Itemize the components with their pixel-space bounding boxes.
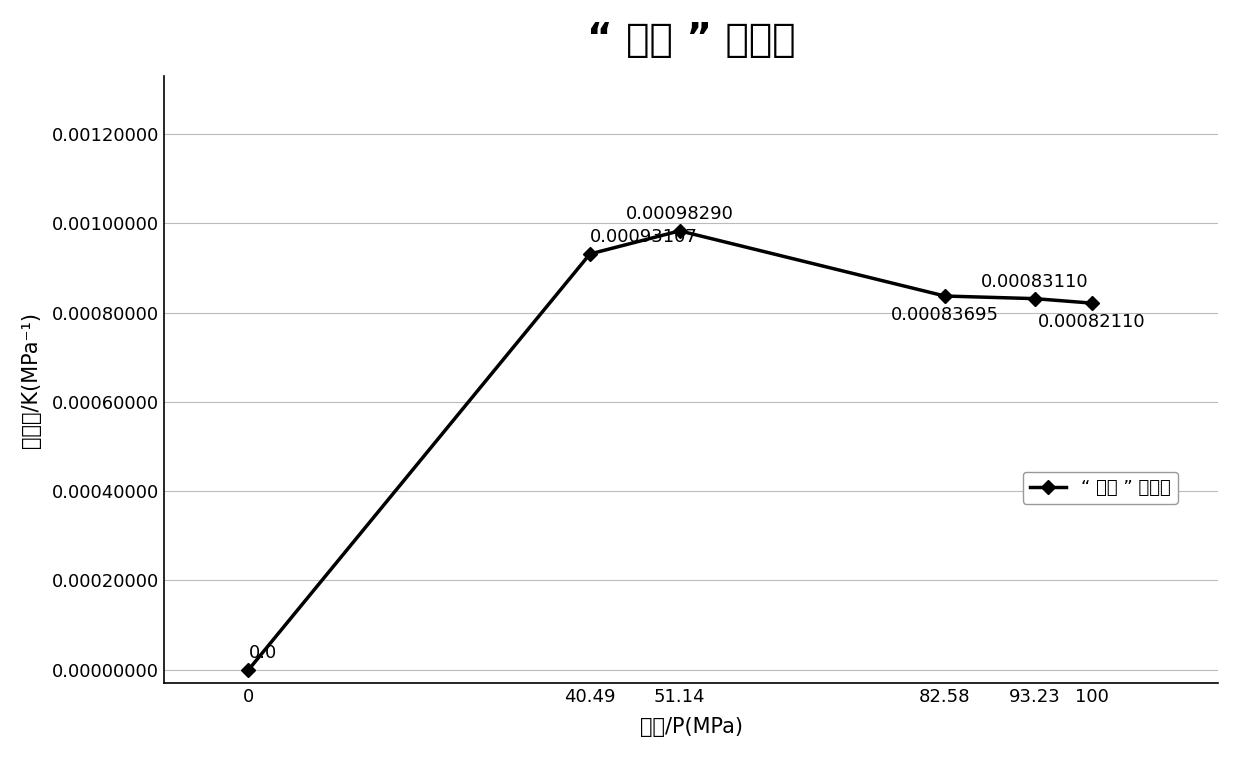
“ 甲醇 ” 压缩率 bbox=[582, 249, 597, 258]
“ 甲醇 ” 压缩率 bbox=[242, 666, 256, 675]
“ 甲醇 ” 压缩率 bbox=[1084, 299, 1099, 308]
Y-axis label: 压缩率/K(MPa⁻¹): 压缩率/K(MPa⁻¹) bbox=[21, 312, 41, 447]
“ 甲醇 ” 压缩率 bbox=[938, 292, 953, 301]
Text: 0.00093107: 0.00093107 bbox=[590, 228, 698, 246]
Text: 0.0: 0.0 bbox=[249, 644, 276, 662]
X-axis label: 压力/P(MPa): 压力/P(MPa) bbox=[639, 717, 742, 738]
Text: 0.00083695: 0.00083695 bbox=[891, 305, 999, 324]
Title: “ 甲醇 ” 压缩率: “ 甲醇 ” 压缩率 bbox=[587, 20, 795, 59]
Legend: “ 甲醇 ” 压缩率: “ 甲醇 ” 压缩率 bbox=[1022, 471, 1177, 504]
“ 甲醇 ” 压缩率 bbox=[1027, 294, 1042, 303]
Line: “ 甲醇 ” 压缩率: “ 甲醇 ” 压缩率 bbox=[244, 226, 1097, 675]
“ 甲醇 ” 压缩率 bbox=[673, 227, 688, 236]
Text: 0.00082110: 0.00082110 bbox=[1038, 313, 1146, 331]
Text: 0.00098290: 0.00098290 bbox=[626, 205, 733, 223]
Text: 0.00083110: 0.00083110 bbox=[981, 273, 1088, 290]
